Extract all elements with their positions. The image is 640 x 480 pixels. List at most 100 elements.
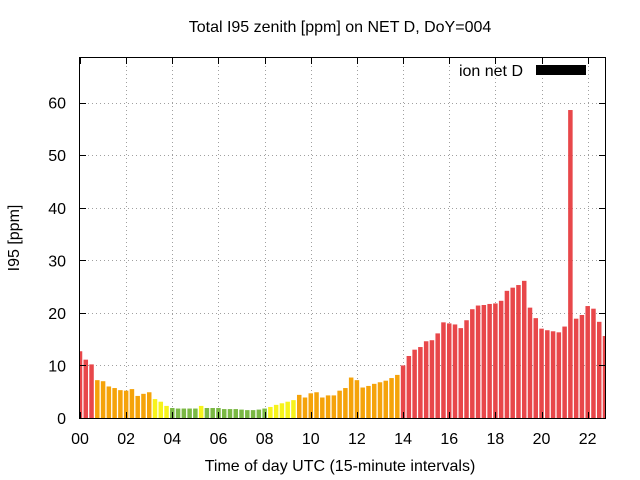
bar bbox=[227, 409, 233, 418]
bar bbox=[348, 377, 354, 418]
legend: ion net D bbox=[459, 63, 586, 80]
bar bbox=[470, 309, 475, 418]
bar bbox=[366, 385, 371, 418]
bar bbox=[198, 405, 204, 418]
bar bbox=[406, 355, 412, 418]
bar bbox=[83, 359, 89, 418]
x-tick-label: 14 bbox=[394, 431, 412, 448]
x-tick-label: 08 bbox=[256, 431, 274, 448]
legend-label: ion net D bbox=[459, 63, 523, 80]
bar bbox=[389, 378, 394, 418]
bar bbox=[383, 380, 389, 418]
bar bbox=[112, 388, 117, 418]
bar bbox=[343, 388, 348, 418]
bar bbox=[412, 349, 417, 418]
x-tick-label: 10 bbox=[302, 431, 320, 448]
bar bbox=[516, 285, 521, 418]
x-tick-label: 22 bbox=[579, 431, 597, 448]
legend-swatch bbox=[536, 65, 586, 75]
bar bbox=[210, 408, 215, 418]
bar bbox=[585, 306, 590, 418]
x-tick-label: 02 bbox=[117, 431, 135, 448]
bar bbox=[296, 394, 302, 418]
bar bbox=[239, 409, 244, 418]
bar bbox=[539, 328, 544, 418]
bar bbox=[441, 322, 446, 418]
bar bbox=[187, 408, 192, 418]
bar bbox=[250, 410, 256, 418]
bar bbox=[596, 321, 602, 418]
bar bbox=[193, 408, 198, 418]
bar bbox=[498, 300, 504, 418]
bar bbox=[175, 408, 181, 418]
x-tick-label: 04 bbox=[163, 431, 181, 448]
bar bbox=[100, 381, 106, 418]
plot-frame bbox=[79, 57, 606, 419]
bar bbox=[221, 409, 227, 418]
y-tick-label: 20 bbox=[48, 306, 66, 323]
x-tick-label: 18 bbox=[486, 431, 504, 448]
bar bbox=[302, 397, 308, 418]
bar bbox=[325, 395, 331, 418]
bar bbox=[158, 401, 164, 418]
bar bbox=[181, 408, 187, 418]
y-axis: 0 10 20 30 40 50 60 bbox=[48, 96, 605, 428]
bar bbox=[429, 340, 435, 418]
bar bbox=[308, 393, 314, 418]
x-tick-label: 06 bbox=[210, 431, 228, 448]
bar bbox=[550, 331, 556, 418]
bar bbox=[504, 290, 510, 418]
bar bbox=[435, 333, 440, 418]
bar bbox=[89, 364, 94, 418]
bar bbox=[279, 403, 285, 418]
bar bbox=[458, 328, 464, 418]
bar bbox=[423, 341, 429, 418]
bar bbox=[129, 389, 135, 418]
bar bbox=[510, 287, 515, 418]
bar bbox=[354, 380, 360, 418]
bar bbox=[521, 280, 527, 418]
bar bbox=[487, 303, 492, 418]
bar bbox=[123, 390, 129, 418]
x-tick-label: 12 bbox=[348, 431, 366, 448]
bar bbox=[152, 399, 158, 418]
bar bbox=[135, 395, 140, 418]
bar bbox=[371, 383, 377, 418]
bar-series bbox=[80, 110, 605, 418]
y-tick-label: 10 bbox=[48, 358, 66, 375]
bar bbox=[245, 410, 250, 418]
x-tick-label: 00 bbox=[71, 431, 89, 448]
y-tick-label: 60 bbox=[48, 96, 66, 113]
bar bbox=[602, 336, 605, 418]
bar bbox=[141, 393, 146, 418]
x-axis: 00 02 04 06 08 10 12 14 16 18 20 22 bbox=[71, 58, 597, 448]
bar bbox=[268, 406, 273, 418]
bar bbox=[146, 392, 152, 418]
bar bbox=[106, 386, 112, 418]
bar bbox=[446, 323, 452, 418]
bar bbox=[481, 305, 487, 418]
bar bbox=[291, 400, 296, 418]
bar bbox=[204, 408, 210, 418]
bar bbox=[331, 395, 337, 418]
bar bbox=[262, 408, 267, 418]
bar bbox=[164, 405, 169, 418]
bar bbox=[314, 392, 319, 418]
bar bbox=[533, 318, 539, 418]
y-tick-label: 0 bbox=[57, 411, 66, 428]
bar bbox=[273, 404, 279, 418]
bar bbox=[285, 401, 290, 418]
bar bbox=[475, 305, 481, 418]
bar bbox=[573, 318, 579, 418]
y-tick-label: 40 bbox=[48, 201, 66, 218]
bar bbox=[377, 382, 383, 418]
bar bbox=[256, 409, 262, 418]
bar bbox=[360, 387, 365, 418]
bar bbox=[562, 326, 567, 418]
bar bbox=[118, 390, 123, 418]
bar bbox=[418, 347, 423, 418]
y-axis-title: I95 [ppm] bbox=[6, 205, 23, 272]
bar bbox=[493, 303, 498, 418]
bar bbox=[579, 314, 585, 418]
bar bbox=[233, 409, 239, 418]
